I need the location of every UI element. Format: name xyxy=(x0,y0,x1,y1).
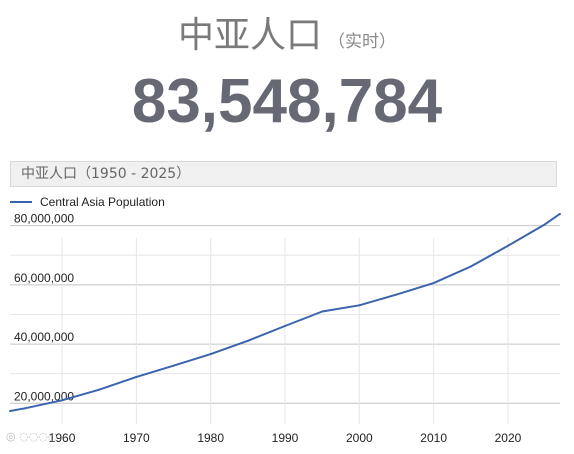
y-axis-ticks: 20,000,000 40,000,000 60,000,000 80,000,000 xyxy=(14,212,74,404)
data-point xyxy=(9,409,11,412)
legend-label: Central Asia Population xyxy=(40,195,165,209)
x-tick-label: 1990 xyxy=(272,431,299,445)
data-point xyxy=(469,265,472,268)
data-point xyxy=(98,388,101,391)
population-chart: Central Asia Population 20,000,000 40,000… xyxy=(9,195,561,445)
y-tick-label: 20,000,000 xyxy=(14,389,74,403)
data-point xyxy=(544,223,547,226)
population-counter: 83,548,784 xyxy=(131,67,443,136)
title-main: 中亚人口 xyxy=(177,15,322,56)
x-tick-label: 2020 xyxy=(495,431,522,445)
data-point xyxy=(506,244,509,247)
data-point xyxy=(246,339,249,342)
x-tick-label: 1970 xyxy=(123,431,150,445)
y-tick-label: 60,000,000 xyxy=(14,271,74,285)
data-point xyxy=(172,364,175,367)
chart-header: 中亚人口（1950 - 2025） xyxy=(10,161,557,187)
data-point xyxy=(358,304,361,307)
x-tick-label: 1980 xyxy=(197,431,224,445)
x-tick-label: 2000 xyxy=(346,431,373,445)
data-point xyxy=(284,325,286,328)
series-layer xyxy=(9,212,561,412)
grid-layer xyxy=(10,225,560,424)
x-tick-label: 1960 xyxy=(49,431,76,445)
page-title: 中亚人口 （实时） xyxy=(0,6,574,58)
x-axis-ticks: 1960 1970 1980 1990 2000 2010 2020 xyxy=(49,431,522,445)
data-point xyxy=(559,212,561,215)
data-point xyxy=(61,399,64,402)
data-point xyxy=(23,407,26,410)
y-tick-label: 80,000,000 xyxy=(14,212,74,226)
data-point xyxy=(209,353,212,356)
watermark-logo: ◎ ◌◌◌◌ xyxy=(6,430,58,443)
y-tick-label: 40,000,000 xyxy=(14,330,74,344)
data-point xyxy=(135,375,138,378)
data-point xyxy=(395,293,398,296)
data-point xyxy=(321,310,324,313)
title-subtitle: （实时） xyxy=(328,32,396,52)
chart-legend: Central Asia Population xyxy=(10,195,165,209)
x-tick-label: 2010 xyxy=(420,431,447,445)
data-point xyxy=(432,282,435,285)
